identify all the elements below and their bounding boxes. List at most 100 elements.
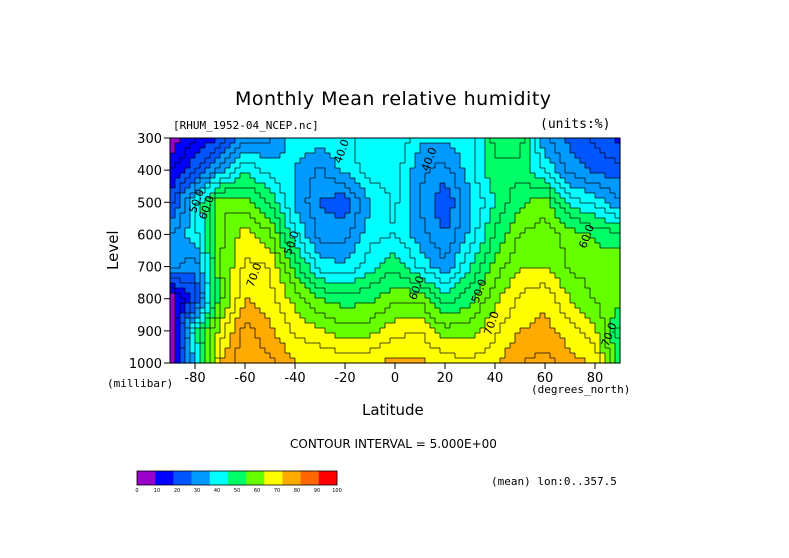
contour-cell xyxy=(335,333,341,339)
contour-cell xyxy=(300,213,306,219)
contour-cell xyxy=(225,288,231,294)
contour-cell xyxy=(545,283,551,289)
contour-cell xyxy=(380,348,386,354)
contour-cell xyxy=(380,178,386,184)
contour-cell xyxy=(475,213,481,219)
contour-cell xyxy=(250,293,256,299)
contour-cell xyxy=(330,318,336,324)
contour-cell xyxy=(410,258,416,264)
contour-cell xyxy=(275,143,281,149)
contour-cell xyxy=(500,188,506,194)
contour-cell xyxy=(225,268,231,274)
contour-cell xyxy=(170,293,176,299)
contour-cell xyxy=(475,148,481,154)
contour-cell xyxy=(335,248,341,254)
contour-cell xyxy=(210,348,216,354)
contour-cell xyxy=(250,283,256,289)
contour-cell xyxy=(330,248,336,254)
contour-cell xyxy=(450,248,456,254)
contour-cell xyxy=(475,238,481,244)
contour-cell xyxy=(385,293,391,299)
contour-cell xyxy=(445,148,451,154)
contour-cell xyxy=(295,248,301,254)
contour-cell xyxy=(300,343,306,349)
contour-cell xyxy=(600,218,606,224)
contour-cell xyxy=(560,313,566,319)
contour-cell xyxy=(320,143,326,149)
contour-cell xyxy=(570,333,576,339)
contour-cell xyxy=(300,258,306,264)
contour-cell xyxy=(270,223,276,229)
contour-cell xyxy=(295,143,301,149)
contour-cell xyxy=(230,248,236,254)
contour-cell xyxy=(450,328,456,334)
contour-cell xyxy=(455,273,461,279)
contour-cell xyxy=(520,213,526,219)
contour-cell xyxy=(200,178,206,184)
contour-cell xyxy=(410,313,416,319)
contour-cell xyxy=(195,203,201,209)
contour-cell xyxy=(280,323,286,329)
contour-cell xyxy=(520,208,526,214)
contour-cell xyxy=(525,328,531,334)
contour-cell xyxy=(310,178,316,184)
contour-cell xyxy=(420,138,426,144)
contour-cell xyxy=(425,268,431,274)
contour-cell xyxy=(235,173,241,179)
contour-cell xyxy=(365,318,371,324)
contour-cell xyxy=(365,193,371,199)
contour-cell xyxy=(375,198,381,204)
contour-cell xyxy=(335,173,341,179)
contour-cell xyxy=(325,358,331,364)
contour-cell xyxy=(490,323,496,329)
contour-cell xyxy=(450,313,456,319)
contour-cell xyxy=(475,143,481,149)
contour-cell xyxy=(580,183,586,189)
contour-cell xyxy=(360,148,366,154)
contour-cell xyxy=(260,153,266,159)
contour-cell xyxy=(430,148,436,154)
contour-cell xyxy=(215,153,221,159)
contour-cell xyxy=(320,183,326,189)
contour-cell xyxy=(355,298,361,304)
contour-cell xyxy=(295,238,301,244)
contour-cell xyxy=(375,353,381,359)
contour-cell xyxy=(295,218,301,224)
contour-cell xyxy=(185,243,191,249)
contour-cell xyxy=(215,208,221,214)
contour-cell xyxy=(205,168,211,174)
contour-cell xyxy=(400,203,406,209)
contour-cell xyxy=(530,228,536,234)
contour-cell xyxy=(340,233,346,239)
contour-cell xyxy=(385,243,391,249)
contour-cell xyxy=(335,223,341,229)
contour-cell xyxy=(340,243,346,249)
contour-cell xyxy=(400,308,406,314)
contour-cell xyxy=(570,243,576,249)
contour-cell xyxy=(300,348,306,354)
contour-cell xyxy=(500,198,506,204)
contour-cell xyxy=(530,258,536,264)
contour-cell xyxy=(230,358,236,364)
contour-cell xyxy=(560,223,566,229)
contour-cell xyxy=(280,158,286,164)
contour-cell xyxy=(525,288,531,294)
contour-cell xyxy=(290,348,296,354)
contour-cell xyxy=(235,158,241,164)
contour-cell xyxy=(255,193,261,199)
contour-cell xyxy=(470,308,476,314)
contour-cell xyxy=(405,143,411,149)
contour-cell xyxy=(375,218,381,224)
contour-cell xyxy=(540,198,546,204)
contour-cell xyxy=(360,333,366,339)
contour-cell xyxy=(245,248,251,254)
contour-cell xyxy=(525,238,531,244)
contour-cell xyxy=(410,218,416,224)
contour-cell xyxy=(370,343,376,349)
contour-cell xyxy=(255,208,261,214)
contour-cell xyxy=(250,323,256,329)
contour-cell xyxy=(485,168,491,174)
contour-cell xyxy=(505,138,511,144)
contour-cell xyxy=(355,348,361,354)
contour-cell xyxy=(365,323,371,329)
